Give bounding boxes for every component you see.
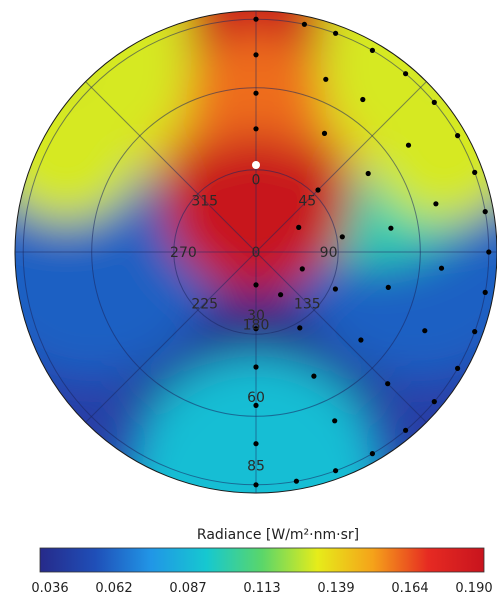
azimuth-label: 315 (191, 194, 218, 210)
sample-point (482, 209, 488, 215)
sample-point (455, 133, 461, 139)
sample-point (482, 289, 488, 295)
azimuth-label: 180 (243, 318, 270, 334)
zenith-label: 0 (252, 245, 261, 261)
sample-point (358, 337, 364, 343)
sample-point (385, 381, 391, 387)
sample-point (422, 328, 428, 334)
sample-point (253, 126, 259, 132)
azimuth-spoke (85, 251, 257, 423)
sample-point (301, 21, 307, 27)
azimuth-spoke (255, 81, 427, 253)
sample-point (333, 30, 339, 36)
sample-point (403, 427, 409, 433)
sample-point (253, 482, 259, 488)
sample-point (405, 142, 412, 148)
sample-point (293, 478, 299, 484)
sample-point (438, 265, 445, 271)
sun-marker (252, 161, 260, 169)
sample-point (315, 187, 321, 193)
sample-point (323, 76, 329, 82)
sample-point (433, 201, 439, 207)
sample-point (403, 71, 409, 77)
sample-point (333, 468, 339, 474)
colorbar-tick-label: 0.190 (455, 581, 492, 596)
sample-point (296, 224, 302, 230)
sample-point (311, 373, 317, 379)
sample-point (369, 47, 375, 54)
colorbar-tick-label: 0.062 (95, 581, 132, 596)
colorbar-tick-label: 0.139 (317, 581, 354, 596)
zenith-label: 85 (247, 459, 265, 475)
azimuth-label: 0 (252, 172, 261, 188)
sample-point (253, 441, 259, 447)
sample-point (388, 225, 394, 231)
sample-point (278, 292, 284, 298)
sample-point (332, 418, 338, 424)
sample-point (297, 325, 303, 331)
colorbar-tick-label: 0.164 (391, 581, 428, 596)
azimuth-spoke (85, 81, 257, 253)
azimuth-label: 90 (320, 245, 338, 261)
colorbar-gradient (39, 547, 485, 573)
sample-point (431, 399, 437, 405)
sample-point (472, 329, 478, 335)
sample-point (253, 364, 259, 370)
azimuth-label: 270 (170, 245, 197, 261)
sample-point (431, 99, 437, 105)
sample-point (253, 90, 259, 96)
sample-point (360, 96, 366, 103)
colorbar-ticks: 0.036 0.062 0.087 0.113 0.139 0.164 0.190 (31, 581, 492, 596)
azimuth-label: 225 (191, 296, 218, 312)
sample-point (486, 249, 492, 255)
sample-point (339, 234, 345, 240)
polar-labels: 0 45 90 135 180 225 270 315 0 30 60 85 (170, 172, 337, 474)
zenith-label: 30 (247, 308, 265, 324)
colorbar-title: Radiance [W/m²·nm·sr] (197, 527, 359, 543)
sample-point (369, 451, 375, 457)
sample-point (253, 326, 259, 332)
sample-point (253, 16, 259, 22)
colorbar-tick-label: 0.036 (31, 581, 68, 596)
colorbar: Radiance [W/m²·nm·sr] 0.036 0.062 0.087 0.1… (31, 527, 492, 596)
zenith-label: 60 (247, 390, 265, 406)
sample-point (253, 282, 259, 288)
azimuth-spoke (255, 251, 427, 423)
colorbar-tick-label: 0.113 (243, 581, 280, 596)
sample-point (472, 169, 478, 175)
sample-point (321, 130, 328, 136)
sample-point (332, 286, 338, 292)
azimuth-label: 45 (298, 194, 316, 210)
sample-point (253, 52, 259, 58)
sample-point (385, 284, 391, 290)
azimuth-label: 135 (294, 296, 321, 312)
colorbar-tick-label: 0.087 (169, 581, 206, 596)
sample-point (253, 402, 259, 408)
sample-point (299, 266, 305, 272)
sample-point (365, 170, 371, 177)
sample-points (253, 16, 492, 488)
sample-point (455, 365, 461, 371)
